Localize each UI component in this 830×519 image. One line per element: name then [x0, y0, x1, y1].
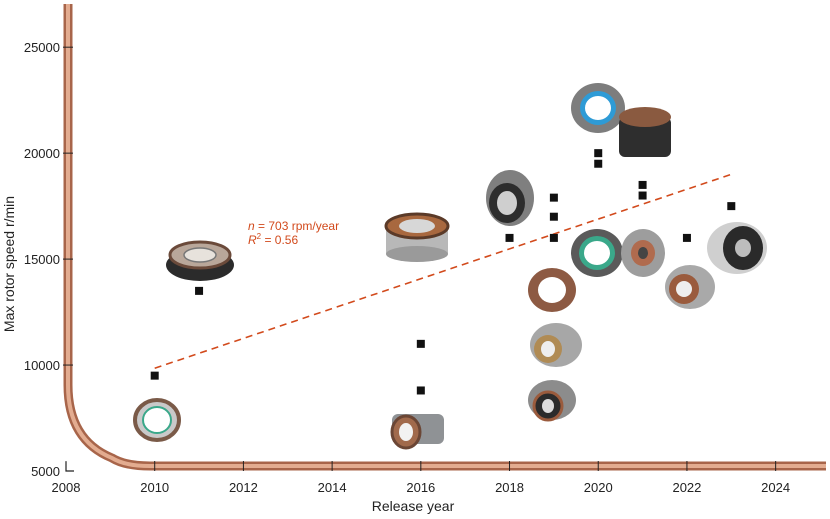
motor-illustration-2019-a — [528, 268, 576, 312]
x-tick-label: 2012 — [229, 480, 258, 495]
x-tick-label: 2018 — [495, 480, 524, 495]
slope-annotation: n = 703 rpm/year — [248, 219, 339, 233]
data-point — [505, 233, 514, 242]
data-point — [638, 180, 647, 189]
motor-illustration-2018 — [486, 170, 534, 226]
r2-annotation: R2 = 0.56 — [248, 232, 298, 247]
motor-illustration-2016-lower — [390, 414, 444, 450]
y-axis-label: Max rotor speed r/min — [1, 196, 17, 332]
motor-illustration-2019-c — [528, 380, 576, 422]
motor-illustration-2020-c — [571, 229, 623, 277]
motor-illustration-2011 — [166, 240, 234, 281]
motor-illustration-2023 — [707, 222, 767, 274]
data-points — [150, 149, 736, 395]
data-point — [638, 191, 647, 200]
data-point — [195, 286, 204, 295]
x-tick-label: 2010 — [140, 480, 169, 495]
motor-illustrations — [133, 83, 767, 450]
y-axis-ticks: 5000 10000 15000 20000 25000 — [24, 40, 73, 479]
slope-variable: n — [248, 219, 255, 233]
data-point — [549, 212, 558, 221]
x-axis-ticks: 2008 2010 2012 2014 2016 2018 2020 2022 2024 — [52, 461, 790, 495]
y-tick-label: 25000 — [24, 40, 60, 55]
data-point — [682, 233, 691, 242]
data-point — [594, 159, 603, 168]
motor-illustration-2010 — [133, 398, 181, 442]
r2-superscript: 2 — [257, 232, 262, 241]
y-tick-label: 20000 — [24, 146, 60, 161]
trend-line — [154, 173, 732, 369]
r2-variable: R — [248, 233, 257, 247]
slope-value: = 703 rpm/year — [255, 219, 339, 233]
x-tick-label: 2024 — [761, 480, 790, 495]
data-point — [549, 233, 558, 242]
data-point — [549, 193, 558, 202]
copper-wire-axis — [63, 4, 826, 471]
y-tick-label: 15000 — [24, 252, 60, 267]
data-point — [594, 149, 603, 158]
origin-corner-mark — [65, 462, 74, 472]
y-tick-label: 5000 — [31, 464, 60, 479]
data-point — [416, 386, 425, 395]
motor-illustration-2020-a — [571, 83, 625, 133]
r2-value: = 0.56 — [261, 233, 298, 247]
motor-illustration-2021-b — [665, 265, 715, 309]
data-point — [727, 202, 736, 211]
y-tick-label: 10000 — [24, 358, 60, 373]
motor-illustration-2020-b — [619, 107, 671, 157]
x-tick-label: 2022 — [672, 480, 701, 495]
data-point — [416, 339, 425, 348]
x-tick-label: 2016 — [406, 480, 435, 495]
x-tick-label: 2008 — [52, 480, 81, 495]
x-tick-label: 2014 — [318, 480, 347, 495]
motor-illustration-2019-b — [530, 323, 582, 367]
data-point — [150, 371, 159, 380]
x-axis-label: Release year — [372, 498, 455, 514]
x-tick-label: 2020 — [584, 480, 613, 495]
motor-illustration-2016-upper — [384, 212, 450, 262]
motor-illustration-2021-a — [621, 229, 665, 277]
